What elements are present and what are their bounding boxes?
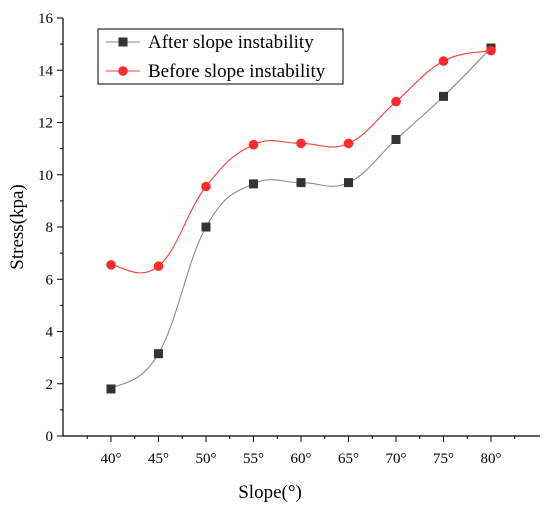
- legend: After slope instability Before slope inst…: [97, 28, 344, 85]
- x-axis-title: Slope(°): [238, 482, 302, 503]
- x-tick-label: 60°: [291, 451, 312, 467]
- data-point-circle: [153, 261, 164, 271]
- data-point-square: [296, 178, 306, 188]
- data-point-square: [201, 222, 211, 232]
- legend-box: [97, 28, 344, 85]
- y-tick-label: 8: [46, 220, 54, 236]
- y-ticks: 0 2 4 6 8 10 12 14 16: [38, 11, 63, 445]
- y-tick-label: 16: [38, 11, 54, 27]
- y-tick-label: 10: [38, 168, 53, 184]
- x-tick-label: 40°: [101, 451, 122, 467]
- data-point-circle: [106, 260, 116, 270]
- series-layer: [106, 43, 496, 394]
- x-tick-label: 75°: [433, 451, 454, 467]
- data-point-circle: [296, 138, 306, 149]
- data-point-square: [106, 384, 116, 394]
- legend-marker-square: [118, 37, 128, 47]
- data-point-square: [391, 134, 401, 144]
- data-point-circle: [391, 96, 401, 107]
- y-tick-label: 14: [38, 63, 54, 79]
- data-point-circle: [438, 56, 449, 66]
- series-1: [106, 43, 496, 394]
- y-tick-label: 0: [46, 429, 54, 445]
- x-tick-label: 70°: [386, 451, 407, 467]
- data-point-square: [439, 91, 448, 101]
- data-point-square: [344, 178, 353, 188]
- data-point-circle: [486, 45, 496, 56]
- x-tick-label: 50°: [196, 451, 217, 467]
- x-tick-label: 45°: [148, 451, 169, 467]
- data-point-square: [154, 349, 163, 359]
- legend-label: Before slope instability: [148, 61, 326, 82]
- x-tick-label: 55°: [243, 451, 264, 467]
- x-ticks: 40° 45° 50° 55° 60° 65° 70° 75° 80°: [86, 436, 516, 467]
- legend-marker-circle: [118, 66, 128, 76]
- data-point-circle: [343, 138, 354, 149]
- x-tick-label: 80°: [481, 451, 502, 467]
- y-axis-title: Stress(kpa): [7, 184, 28, 269]
- series-2: [106, 45, 496, 274]
- data-point-square: [249, 179, 258, 189]
- y-tick-label: 4: [46, 325, 54, 341]
- data-point-circle: [201, 181, 211, 192]
- series-line: [110, 47, 492, 390]
- x-tick-label: 65°: [338, 451, 359, 467]
- data-point-circle: [248, 139, 259, 150]
- legend-label: After slope instability: [148, 32, 314, 53]
- y-tick-label: 2: [46, 377, 54, 393]
- y-tick-label: 12: [38, 116, 53, 132]
- y-tick-label: 6: [46, 272, 54, 288]
